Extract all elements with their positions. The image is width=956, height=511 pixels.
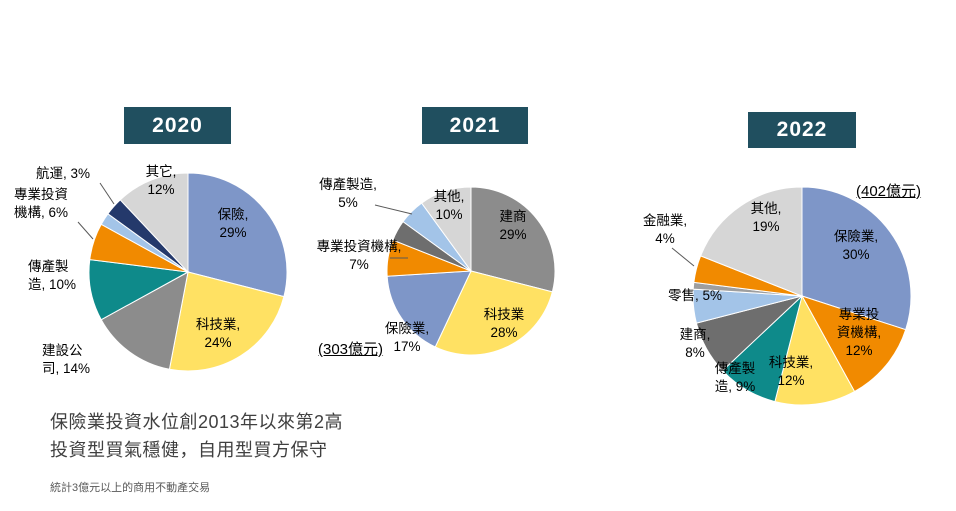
label-2020-others: 其它, 12% xyxy=(145,164,177,197)
label-2022-insurance: 保險業, 30% xyxy=(833,229,879,262)
label-2021-professional-investors: 專業投資機構, 7% xyxy=(316,239,402,272)
label-2021-builders: 建商 29% xyxy=(499,209,527,242)
pie-slice-2020-7 xyxy=(119,172,189,274)
total-label-2021: (303億元) xyxy=(318,341,384,358)
label-2020-construction: 建設公 司, 14% xyxy=(42,343,91,376)
footnote: 統計3億元以上的商用不動產交易 xyxy=(50,482,211,494)
pie-chart-2020 xyxy=(88,172,288,372)
pie-slice-2020-1 xyxy=(168,271,285,372)
label-2021-insurance: 保險業, 17% xyxy=(384,321,430,354)
year-badge-2020: 2020 xyxy=(124,107,231,144)
pie-slice-2020-2 xyxy=(100,271,189,370)
year-badge-2021: 2021 xyxy=(422,107,528,144)
label-2021-traditional-manufacturing: 傳產製造, 5% xyxy=(319,177,377,210)
pie-slice-2020-0 xyxy=(187,172,288,298)
label-2022-finance: 金融業, 4% xyxy=(642,213,688,246)
label-2021-tech: 科技業 28% xyxy=(483,307,525,340)
total-label-2022: (402億元) xyxy=(856,183,922,200)
pie-slice-2022-0 xyxy=(801,186,912,331)
pie-chart-2021 xyxy=(386,186,556,356)
label-2020-shipping: 航運, 3% xyxy=(36,166,91,181)
pie-slice-2021-6 xyxy=(420,186,472,273)
label-2020-traditional-manufacturing: 傳產製 造, 10% xyxy=(28,259,77,292)
pie-slice-2022-8 xyxy=(700,186,803,297)
summary-line-1: 保險業投資水位創2013年以來第2高 xyxy=(50,412,344,432)
label-2021-others: 其他, 10% xyxy=(433,189,465,222)
label-2022-tech: 科技業, 12% xyxy=(768,355,814,388)
pie-slice-2022-1 xyxy=(800,295,907,393)
label-2022-retail: 零售, 5% xyxy=(668,288,723,303)
pie-slice-2021-0 xyxy=(470,186,556,293)
label-2022-others: 其他, 19% xyxy=(750,201,782,234)
pie-slice-2021-2 xyxy=(386,270,472,348)
pie-slice-2022-2 xyxy=(774,294,856,406)
label-2022-builders: 建商, 8% xyxy=(679,327,711,360)
label-2022-professional-investors: 專業投 資機構, 12% xyxy=(836,307,882,358)
pie-chart-2022 xyxy=(692,186,912,406)
year-badge-2022: 2022 xyxy=(748,112,856,148)
label-2020-insurance: 保險, 29% xyxy=(217,207,249,240)
label-2020-tech: 科技業, 24% xyxy=(195,317,241,350)
label-2022-traditional-manufacturing: 傳產製 造, 9% xyxy=(714,361,756,394)
label-2020-professional-investors: 專業投資 機構, 6% xyxy=(14,187,69,220)
pie-slice-2021-1 xyxy=(434,270,553,356)
summary-line-2: 投資型買氣穩健，自用型買方保守 xyxy=(50,440,328,460)
